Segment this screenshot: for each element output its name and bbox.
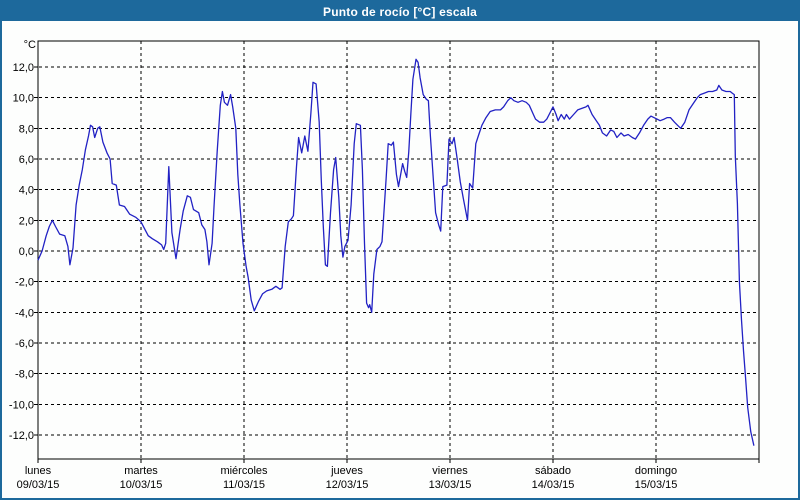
y-tick-label: 0,0	[19, 246, 34, 258]
y-tick-label: 4,0	[19, 185, 34, 197]
y-tick-label: 12,0	[13, 62, 34, 74]
day-name-label: miércoles	[220, 465, 268, 477]
y-tick-label: -8,0	[15, 369, 34, 381]
day-name-label: sábado	[535, 465, 571, 477]
day-date-label: 10/03/15	[120, 479, 163, 491]
y-tick-label: 6,0	[19, 154, 34, 166]
window-title: Punto de rocío [°C] escala	[322, 4, 478, 19]
y-tick-label: 10,0	[13, 93, 34, 105]
y-tick-label: -6,0	[15, 338, 34, 350]
y-tick-label: 2,0	[19, 215, 34, 227]
day-name-label: domingo	[635, 465, 677, 477]
y-tick-label: -10,0	[9, 399, 34, 411]
y-axis-unit-label: °C	[24, 39, 36, 51]
y-tick-label: -4,0	[15, 307, 34, 319]
x-axis-labels: lunes 09/03/15 martes 10/03/15 miércoles 11/0…	[17, 465, 678, 491]
y-tick-label: -2,0	[15, 277, 34, 289]
day-date-label: 09/03/15	[17, 479, 60, 491]
day-date-label: 13/03/15	[429, 479, 472, 491]
y-tick-label: 8,0	[19, 123, 34, 135]
grid-lines	[34, 41, 760, 463]
day-name-label: martes	[124, 465, 158, 477]
dewpoint-series-line	[37, 58, 755, 446]
day-name-label: lunes	[25, 465, 52, 477]
plot-border	[37, 40, 760, 460]
dewpoint-chart: 12,0 10,0 8,0 6,0 4,0 2,0 0,0 -2,0 -4,0 -6,0 -8,0 -…	[9, 39, 760, 491]
day-date-label: 15/03/15	[635, 479, 678, 491]
day-name-label: viernes	[432, 465, 468, 477]
day-date-label: 14/03/15	[532, 479, 575, 491]
day-date-label: 11/03/15	[223, 479, 265, 491]
chart-area: 12,0 10,0 8,0 6,0 4,0 2,0 0,0 -2,0 -4,0 -6,0 -8,0 -…	[2, 21, 798, 498]
day-date-label: 12/03/15	[326, 479, 369, 491]
y-axis-labels: 12,0 10,0 8,0 6,0 4,0 2,0 0,0 -2,0 -4,0 -6,0 -8,0 -…	[9, 62, 34, 442]
day-name-label: jueves	[330, 465, 363, 477]
window-titlebar: Punto de rocío [°C] escala	[2, 2, 798, 21]
y-tick-label: -12,0	[9, 430, 34, 442]
